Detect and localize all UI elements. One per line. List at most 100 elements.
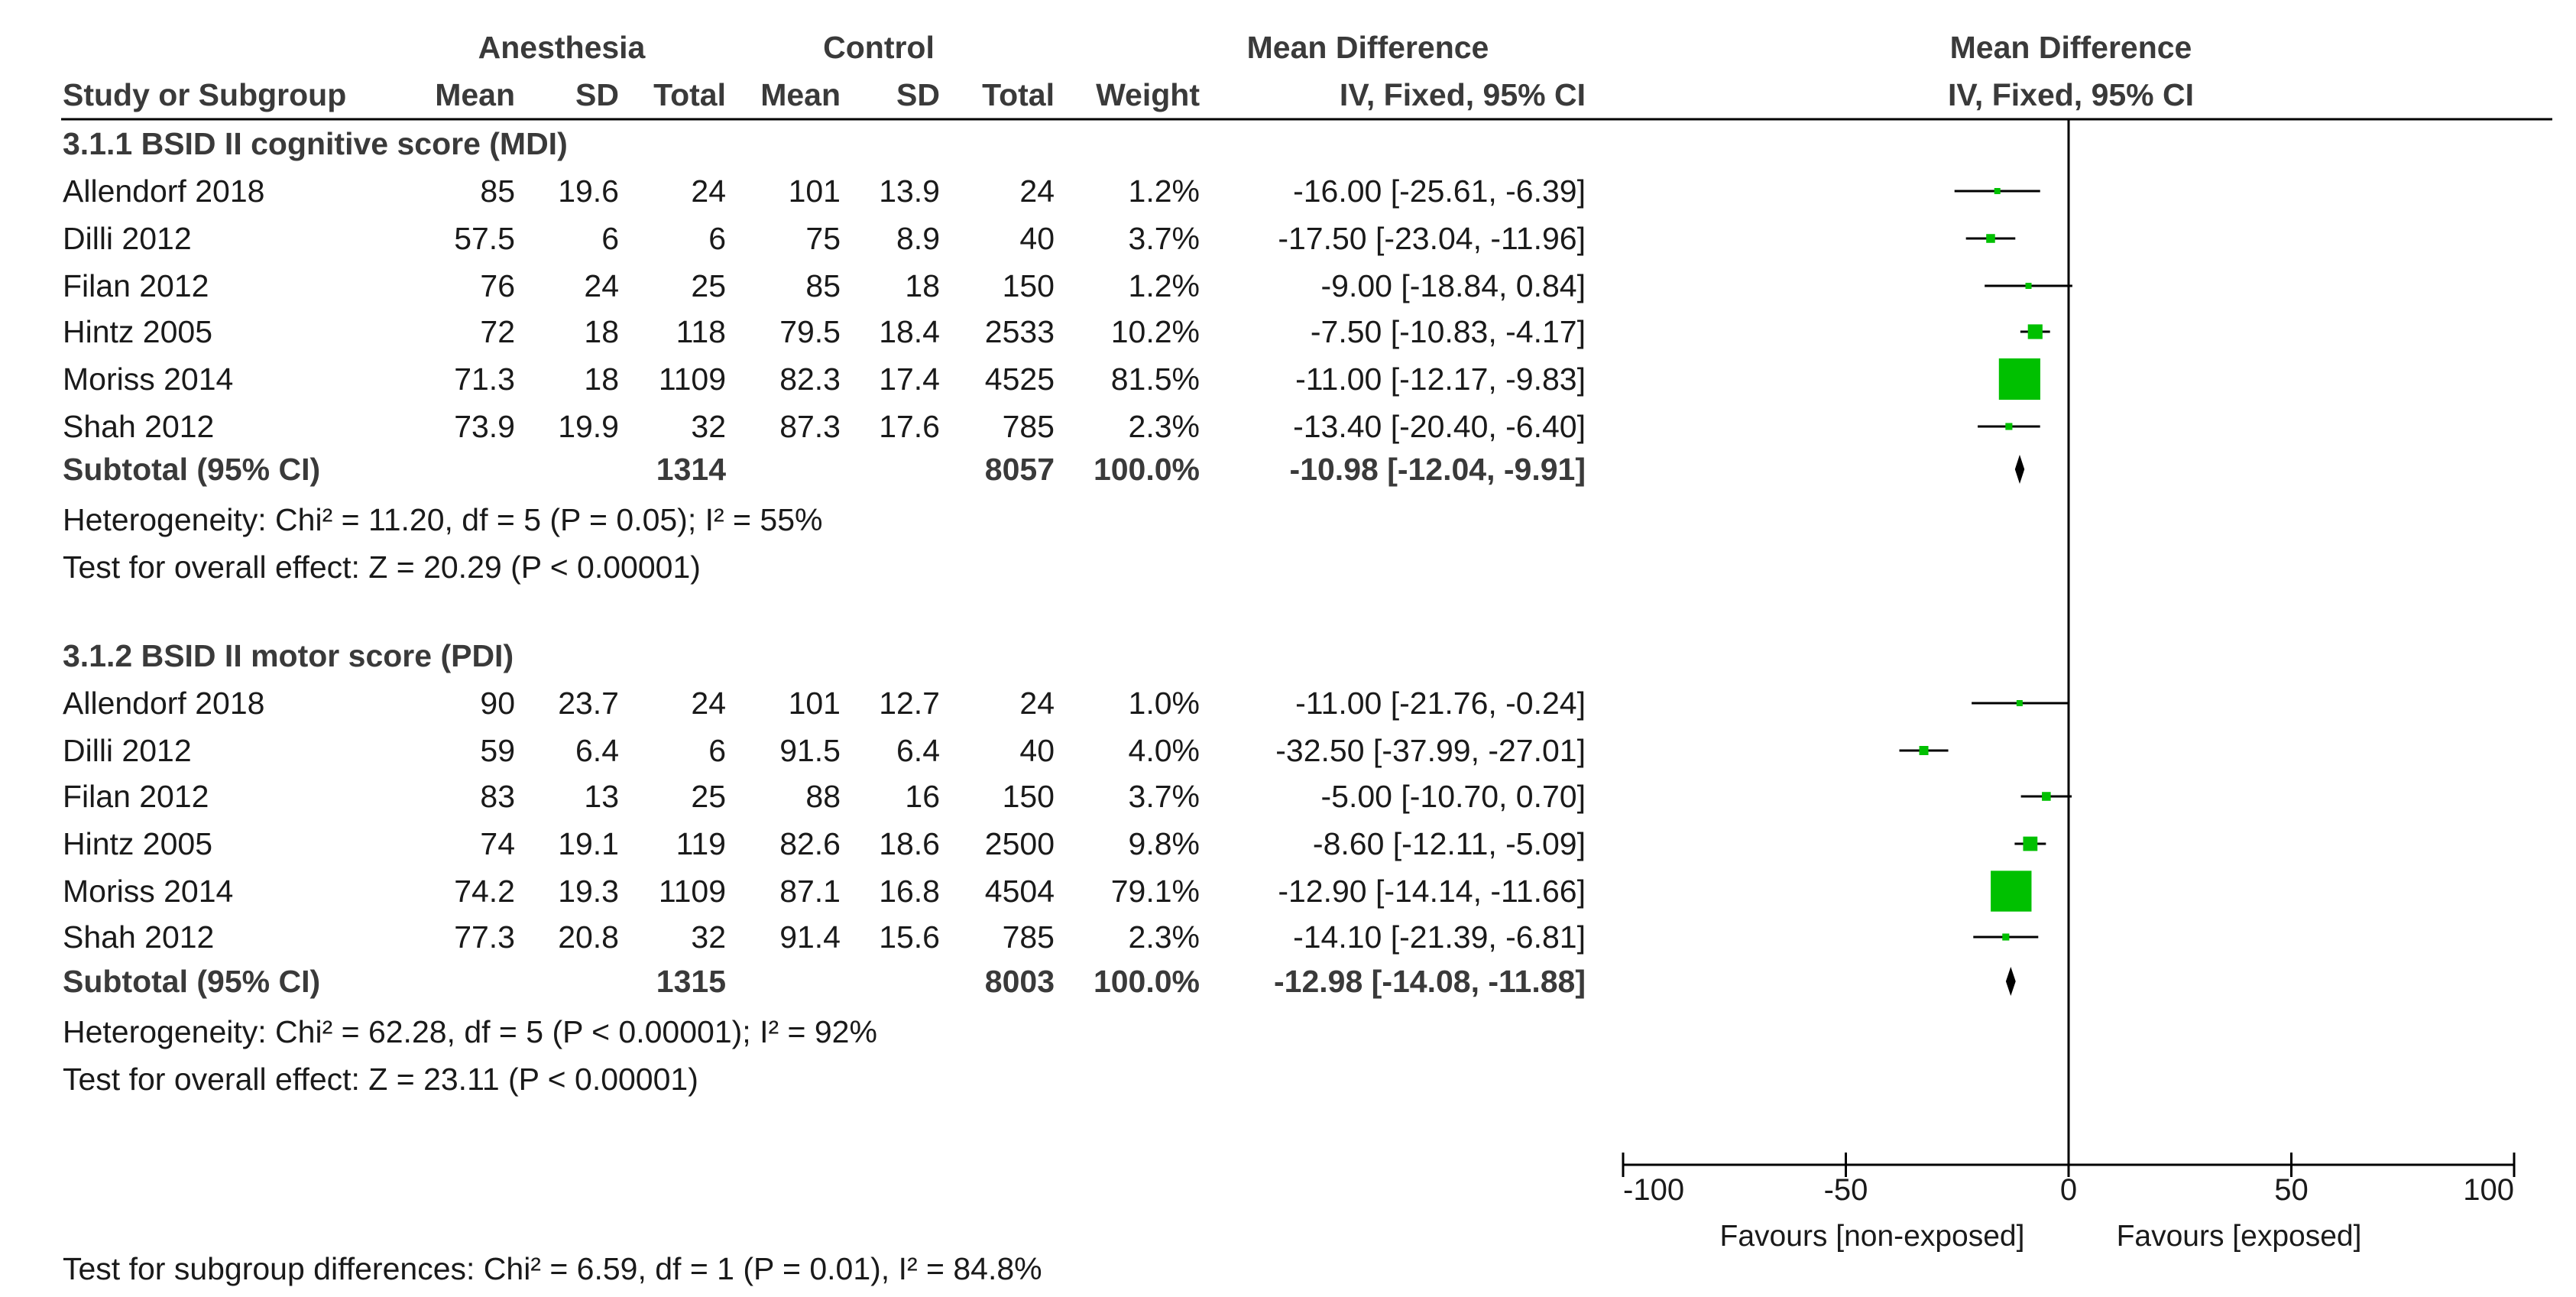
heterogeneity-stat: Heterogeneity: Chi² = 62.28, df = 5 (P <… [63,1014,877,1049]
anesthesia-total: 24 [691,686,726,721]
header-c-total: Total [982,77,1055,112]
control-total: 785 [1002,919,1055,955]
control-total: 4525 [984,362,1055,397]
subtotal-weight: 100.0% [1093,452,1200,487]
weight: 81.5% [1110,362,1200,397]
mean-difference-ci: -32.50 [-37.99, -27.01] [1275,733,1586,768]
study-name: Filan 2012 [63,268,209,303]
subtotal-anesthesia-total: 1315 [656,964,726,999]
subtotal-weight: 100.0% [1093,964,1200,999]
weight: 10.2% [1110,314,1200,349]
favours-right-label: Favours [exposed] [2116,1220,2362,1253]
study-name: Dilli 2012 [63,733,192,768]
anesthesia-mean: 90 [480,686,515,721]
weight: 2.3% [1128,919,1200,955]
point-square [2042,792,2051,801]
control-mean: 85 [805,268,841,303]
mean-difference-ci: -9.00 [-18.84, 0.84] [1320,268,1586,303]
anesthesia-sd: 24 [584,268,619,303]
control-mean: 91.4 [779,919,841,955]
point-square [1986,234,1995,243]
mean-difference-ci: -16.00 [-25.61, -6.39] [1293,173,1586,209]
heterogeneity-stat: Heterogeneity: Chi² = 11.20, df = 5 (P =… [63,502,823,537]
anesthesia-mean: 74 [480,826,515,861]
study-name: Filan 2012 [63,779,209,814]
control-sd: 16.8 [879,874,940,909]
control-mean: 101 [788,173,841,209]
point-square [2005,423,2013,430]
control-sd: 16 [905,779,940,814]
control-mean: 87.1 [779,874,841,909]
anesthesia-sd: 19.3 [558,874,619,909]
weight: 2.3% [1128,409,1200,444]
anesthesia-sd: 19.9 [558,409,619,444]
header-effect-title: Mean Difference [1246,30,1489,65]
mean-difference-ci: -7.50 [-10.83, -4.17] [1310,314,1586,349]
anesthesia-total: 118 [676,314,726,349]
study-name: Allendorf 2018 [63,173,265,209]
control-sd: 12.7 [879,686,940,721]
study-name: Allendorf 2018 [63,686,265,721]
weight: 9.8% [1128,826,1200,861]
subtotal-control-total: 8057 [984,452,1055,487]
header-group2: Control [823,30,935,65]
x-tick-label: -50 [1824,1173,1868,1207]
anesthesia-total: 6 [708,221,726,256]
subtotal-label: Subtotal (95% CI) [63,452,321,487]
anesthesia-total: 25 [691,779,726,814]
control-sd: 13.9 [879,173,940,209]
anesthesia-total: 32 [691,409,726,444]
anesthesia-sd: 18 [584,314,619,349]
mean-difference-ci: -13.40 [-20.40, -6.40] [1293,409,1586,444]
pooled-diamond [2005,967,2016,996]
control-total: 150 [1002,268,1055,303]
anesthesia-sd: 23.7 [558,686,619,721]
control-mean: 79.5 [779,314,841,349]
point-square [2025,283,2032,289]
study-name: Dilli 2012 [63,221,192,256]
control-sd: 18 [905,268,940,303]
anesthesia-mean: 72 [480,314,515,349]
anesthesia-total: 24 [691,173,726,209]
point-square [1919,746,1929,755]
control-sd: 15.6 [879,919,940,955]
control-mean: 82.6 [779,826,841,861]
x-tick-label: 0 [2060,1173,2077,1207]
point-square [1998,358,2040,400]
mean-difference-ci: -8.60 [-12.11, -5.09] [1312,826,1586,861]
weight: 1.2% [1128,268,1200,303]
control-mean: 88 [805,779,841,814]
header-group1: Anesthesia [478,30,646,65]
anesthesia-sd: 13 [584,779,619,814]
anesthesia-mean: 76 [480,268,515,303]
point-square [2002,933,2010,941]
header-a-mean: Mean [435,77,515,112]
point-square [2016,700,2023,706]
anesthesia-mean: 77.3 [454,919,515,955]
control-mean: 87.3 [779,409,841,444]
header-effect-method: IV, Fixed, 95% CI [1339,77,1586,112]
control-sd: 17.6 [879,409,940,444]
weight: 1.2% [1128,173,1200,209]
control-total: 40 [1019,733,1055,768]
control-total: 2533 [984,314,1055,349]
subtotal-ci: -10.98 [-12.04, -9.91] [1289,452,1586,487]
study-name: Moriss 2014 [63,362,234,397]
anesthesia-total: 6 [708,733,726,768]
favours-left-label: Favours [non-exposed] [1719,1220,2025,1253]
point-square [1994,188,2001,194]
subgroup-differences-test: Test for subgroup differences: Chi² = 6.… [63,1251,1042,1286]
x-tick-label: 100 [2463,1173,2514,1207]
anesthesia-total: 119 [676,826,726,861]
pooled-diamond [2014,455,2025,484]
control-total: 785 [1002,409,1055,444]
control-mean: 82.3 [779,362,841,397]
x-tick-label: -100 [1623,1173,1684,1207]
weight: 1.0% [1128,686,1200,721]
header-plot-method: IV, Fixed, 95% CI [1947,77,2195,112]
weight: 3.7% [1128,779,1200,814]
weight: 4.0% [1128,733,1200,768]
header-a-sd: SD [575,77,619,112]
study-name: Shah 2012 [63,409,215,444]
